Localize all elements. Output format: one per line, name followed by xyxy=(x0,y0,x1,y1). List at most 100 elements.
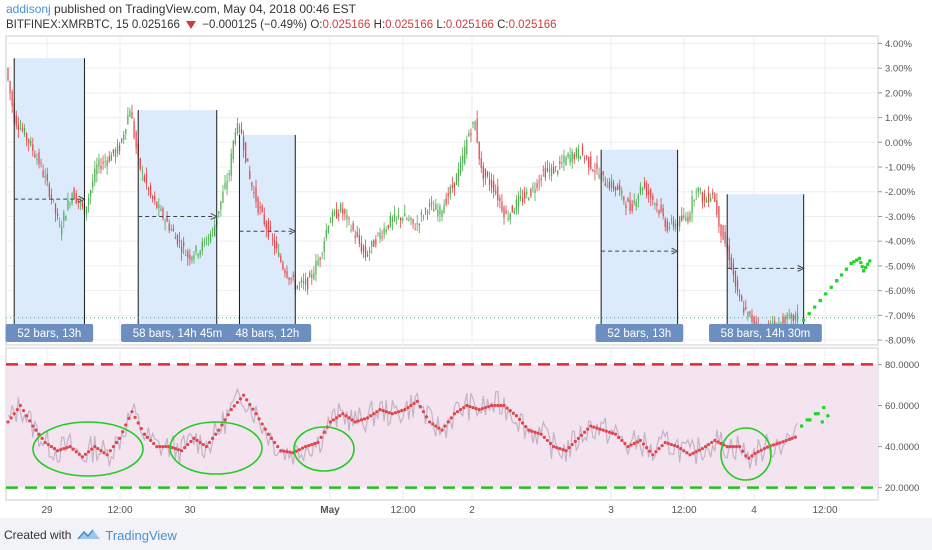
candle-body xyxy=(234,132,236,144)
candle-body xyxy=(474,121,476,131)
candle-body xyxy=(154,195,156,201)
rsi-projection-dot xyxy=(800,424,804,428)
down-arrow-icon xyxy=(186,20,197,29)
rsi-point xyxy=(440,428,444,432)
candle-body xyxy=(36,159,38,161)
rsi-point xyxy=(434,424,438,428)
tradingview-logo-icon[interactable] xyxy=(77,528,101,542)
candle-body xyxy=(205,243,208,245)
rsi-point xyxy=(539,432,543,436)
rsi-point xyxy=(161,444,165,449)
candle-body xyxy=(478,141,480,160)
rsi-point xyxy=(583,430,587,434)
x-tick-label: 2 xyxy=(469,505,475,516)
projection-dot xyxy=(839,273,844,277)
rsi-point xyxy=(183,446,187,450)
rsi-point xyxy=(232,404,236,408)
candle-body xyxy=(747,311,749,317)
candle-body xyxy=(106,160,108,166)
ticker-label[interactable]: BITFINEX:XMRBTC, 15 xyxy=(6,19,129,31)
candle-body xyxy=(344,209,346,215)
rsi-point xyxy=(158,444,162,449)
candle-body xyxy=(749,311,751,315)
rsi-point xyxy=(710,440,714,445)
candle-body xyxy=(720,224,722,237)
candle-body xyxy=(728,245,730,261)
candle-body xyxy=(710,197,712,202)
candle-body xyxy=(127,114,129,125)
candle-body xyxy=(573,154,575,160)
rsi-point xyxy=(480,406,484,411)
candle-body xyxy=(470,133,472,136)
price-change: −0.000125 (−0.49%) xyxy=(202,19,308,31)
close-label: C: xyxy=(497,19,509,31)
candle-body xyxy=(284,270,286,274)
candle-body xyxy=(362,245,365,252)
candle-body xyxy=(441,210,443,217)
rsi-point xyxy=(688,453,692,457)
rsi-point xyxy=(180,449,184,453)
candle-body xyxy=(592,170,594,172)
rsi-point xyxy=(443,424,447,428)
candle-body xyxy=(666,221,668,231)
rsi-point xyxy=(517,417,522,421)
candle-body xyxy=(288,277,290,280)
x-tick-label: 12:00 xyxy=(390,505,415,516)
candle-body xyxy=(610,180,613,189)
candle-body xyxy=(166,215,168,222)
candle-body xyxy=(48,184,50,197)
open-label: O: xyxy=(310,19,323,31)
rsi-point xyxy=(610,431,615,435)
rsi-point xyxy=(338,414,342,418)
candle-body xyxy=(300,279,303,283)
candle-body xyxy=(588,156,590,168)
date-range-label: 48 bars, 12h xyxy=(235,328,299,340)
rsi-projection-dot xyxy=(816,412,820,416)
candle-body xyxy=(273,240,276,249)
candle-body xyxy=(619,185,621,191)
candle-body xyxy=(408,219,410,221)
candle-body xyxy=(569,154,571,163)
rsi-projection-dot xyxy=(822,405,826,410)
rsi-point xyxy=(455,410,460,414)
candle-body xyxy=(269,227,272,231)
date-range-arrowhead xyxy=(210,213,218,220)
candle-body xyxy=(645,183,648,195)
candle-body xyxy=(490,180,493,188)
candle-body xyxy=(195,245,197,252)
candle-body xyxy=(701,192,704,203)
candle-body xyxy=(625,205,627,209)
candle-body xyxy=(340,203,342,212)
rsi-point xyxy=(65,446,69,450)
candle-body xyxy=(730,257,732,270)
candle-body xyxy=(714,194,716,202)
candle-body xyxy=(211,228,214,231)
rsi-point xyxy=(245,398,249,402)
candle-body xyxy=(54,203,57,214)
candle-body xyxy=(63,211,65,221)
candle-body xyxy=(414,229,416,231)
x-tick-label: 4 xyxy=(751,505,757,516)
tradingview-brand-link[interactable]: TradingView xyxy=(105,527,177,543)
rsi-point xyxy=(465,403,469,408)
author-link[interactable]: addisonj xyxy=(6,2,51,16)
rsi-point xyxy=(145,435,150,439)
rsi-point xyxy=(189,439,193,444)
projection-dot xyxy=(862,269,866,273)
rsi-raw-line xyxy=(7,387,798,469)
rsi-point xyxy=(601,428,605,432)
y-tick-label: -3.00% xyxy=(885,212,916,223)
x-tick-label: 3 xyxy=(608,505,614,516)
candle-body xyxy=(552,167,555,174)
rsi-point xyxy=(790,436,794,440)
rsi-point xyxy=(558,447,562,451)
candle-body xyxy=(631,203,633,212)
candle-body xyxy=(185,255,187,257)
candle-body xyxy=(734,271,737,287)
rsi-point xyxy=(514,414,519,418)
rsi-point xyxy=(242,393,246,397)
candle-body xyxy=(141,170,143,173)
candle-body xyxy=(222,191,224,203)
candle-body xyxy=(400,217,402,221)
